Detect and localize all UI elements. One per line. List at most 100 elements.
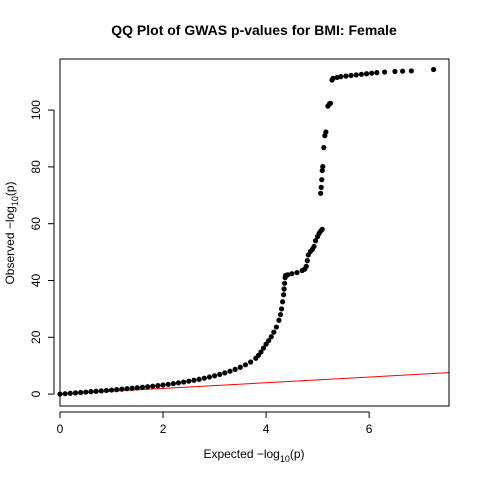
data-point — [289, 271, 295, 277]
plot-area — [57, 58, 450, 407]
data-point — [93, 388, 99, 394]
data-point — [211, 373, 218, 379]
data-point — [165, 381, 171, 387]
data-point — [319, 177, 325, 183]
data-point — [124, 386, 130, 392]
x-axis: 0 2 4 6 — [57, 411, 373, 436]
data-point — [144, 384, 151, 390]
data-point — [363, 71, 370, 77]
data-point — [242, 362, 249, 368]
x-tick-label: 4 — [263, 422, 270, 436]
data-point — [217, 371, 223, 377]
data-point — [338, 74, 344, 80]
data-point — [304, 258, 310, 264]
data-point — [323, 129, 329, 135]
data-points — [57, 66, 437, 397]
data-point — [227, 368, 233, 374]
data-point — [311, 243, 317, 250]
data-point — [266, 338, 272, 344]
data-point — [273, 324, 279, 330]
data-point — [155, 383, 161, 389]
y-axis-label-suffix: (p) — [3, 181, 17, 196]
data-point — [408, 68, 414, 74]
y-tick-label: 80 — [29, 160, 43, 174]
data-point — [222, 370, 228, 376]
data-point — [114, 387, 120, 393]
y-tick-label: 20 — [29, 330, 43, 344]
y-axis-label-prefix: Observed −log — [3, 206, 17, 284]
data-point — [321, 144, 327, 151]
data-point — [62, 391, 68, 397]
x-axis-label: Expected −log10(p) — [203, 447, 304, 464]
data-point — [303, 263, 309, 269]
data-point — [232, 366, 238, 372]
data-point — [276, 317, 282, 323]
data-point — [67, 390, 73, 396]
y-axis-label-subscript: 10 — [10, 196, 20, 206]
data-point — [281, 292, 287, 298]
data-point — [78, 389, 84, 396]
data-point — [248, 359, 254, 365]
data-point — [353, 72, 359, 78]
data-point — [278, 306, 285, 312]
data-point — [369, 70, 375, 76]
y-tick-label: 40 — [29, 273, 43, 287]
y-tick-label: 60 — [29, 217, 43, 231]
plot-frame — [59, 58, 450, 407]
data-point — [129, 385, 135, 391]
data-point — [98, 388, 104, 394]
data-point — [88, 389, 94, 395]
x-tick-label: 6 — [366, 422, 373, 436]
x-tick-label: 0 — [57, 422, 64, 436]
data-point — [175, 380, 182, 386]
data-point — [312, 238, 319, 244]
data-point — [294, 269, 300, 276]
data-point — [392, 68, 398, 75]
data-point — [72, 390, 79, 396]
data-point — [134, 385, 140, 391]
data-point — [196, 376, 202, 382]
y-axis: 0 20 40 60 80 100 — [29, 100, 55, 397]
data-point — [374, 70, 380, 76]
data-point — [381, 69, 388, 75]
x-axis-label-prefix: Expected −log — [203, 447, 279, 461]
data-point — [160, 382, 166, 388]
data-point — [285, 272, 291, 278]
data-point — [186, 378, 192, 384]
data-point — [327, 100, 334, 106]
data-point — [343, 73, 349, 79]
data-point — [281, 286, 287, 292]
data-point — [277, 311, 284, 318]
data-point — [258, 349, 264, 355]
data-point — [201, 375, 207, 381]
data-point — [83, 389, 89, 395]
data-point — [260, 345, 267, 351]
data-point — [139, 384, 146, 390]
data-point — [320, 164, 326, 170]
data-point — [430, 66, 437, 73]
data-point — [119, 386, 125, 392]
data-point — [150, 383, 156, 389]
data-point — [103, 387, 109, 394]
reference-line — [59, 372, 450, 395]
y-axis-label: Observed −log10(p) — [3, 181, 20, 284]
chart-title: QQ Plot of GWAS p-values for BMI: Female — [111, 22, 397, 38]
data-point — [206, 374, 213, 380]
data-point — [191, 377, 197, 383]
data-point — [170, 381, 176, 387]
data-point — [400, 68, 406, 74]
x-tick-label: 2 — [160, 422, 167, 436]
y-tick-label: 100 — [29, 100, 43, 120]
y-tick-label: 0 — [29, 390, 43, 397]
x-axis-label-suffix: (p) — [290, 447, 305, 461]
data-point — [330, 75, 336, 81]
data-point — [271, 329, 277, 335]
x-axis-label-subscript: 10 — [280, 454, 290, 464]
data-point — [181, 379, 187, 385]
data-point — [348, 72, 354, 79]
data-point — [318, 190, 324, 196]
data-point — [318, 184, 324, 190]
data-point — [279, 299, 286, 305]
data-point — [319, 167, 325, 174]
